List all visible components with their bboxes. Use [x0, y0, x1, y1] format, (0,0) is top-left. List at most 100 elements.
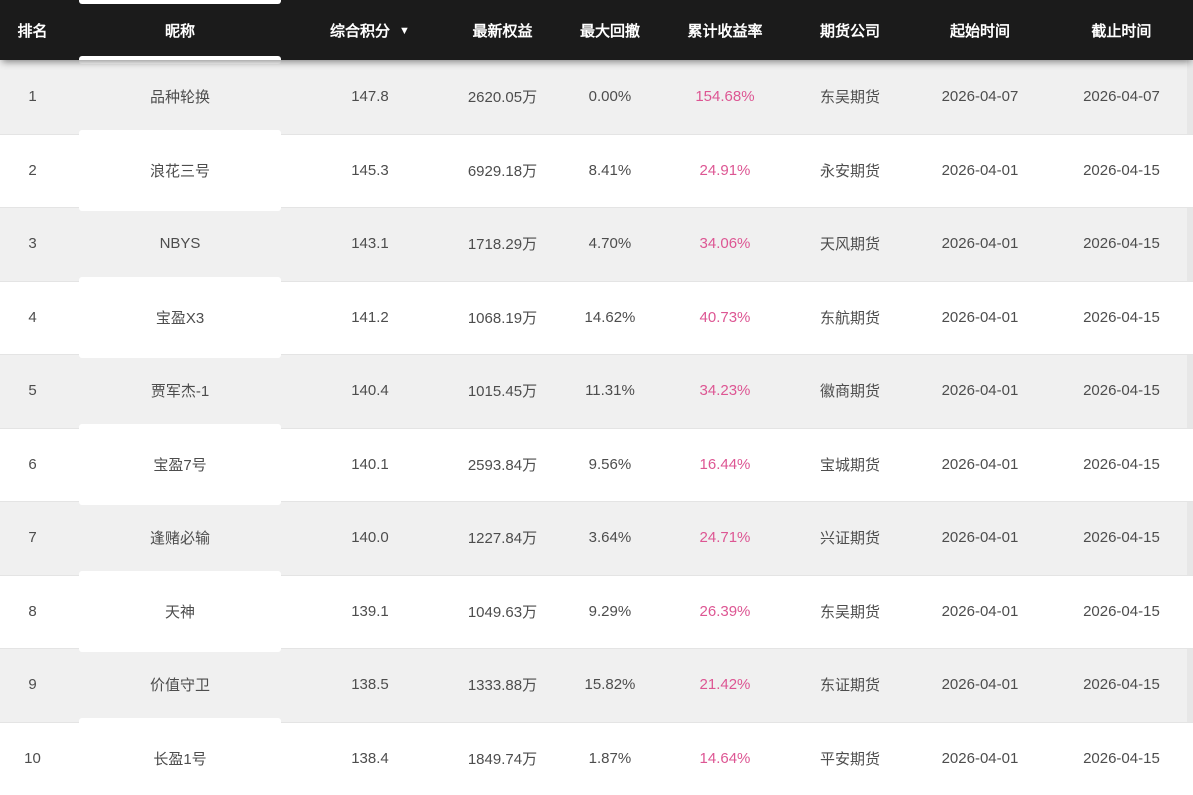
- start_date-cell: 2026-04-01: [941, 455, 1019, 473]
- score-cell: 147.8: [351, 88, 389, 106]
- table-row: 10 长盈1号 138.4 1849.74万 1.87% 14.64% 平安期货 2026-0…: [0, 721, 1193, 795]
- score-cell: 138.5: [351, 676, 389, 694]
- start_date-cell: 2026-04-01: [941, 676, 1019, 694]
- table-header-row: 排名 昵称 综合积分 ▼ 最新权益 最大回撤 累计收益率 期货公司 起始时间 截止时间: [0, 0, 1193, 60]
- drawdown-cell: 3.64%: [588, 529, 632, 547]
- equity-cell: 1333.88万: [467, 677, 538, 695]
- table-row: 3 NBYS 143.1 1718.29万 4.70% 34.06% 天风期货 2026-04…: [0, 207, 1193, 281]
- rank-cell: 9: [28, 676, 37, 694]
- company-cell: 天风期货: [819, 236, 880, 254]
- table-row: 1 品种轮换 147.8 2620.05万 0.00% 154.68% 东吴期货 2026-0…: [0, 60, 1193, 134]
- drawdown-cell: 14.62%: [584, 308, 636, 326]
- nickname-cell[interactable]: 长盈1号: [65, 721, 295, 795]
- nickname-cell[interactable]: 贾军杰-1: [65, 354, 295, 428]
- rank-cell: 8: [28, 602, 37, 620]
- table-row: 6 宝盈7号 140.1 2593.84万 9.56% 16.44% 宝城期货 2026-04…: [0, 427, 1193, 502]
- return_rate-cell: 26.39%: [699, 602, 751, 620]
- start_date-cell: 2026-04-01: [941, 161, 1019, 179]
- nickname-cell[interactable]: 品种轮换: [65, 60, 295, 134]
- nickname-cell[interactable]: 逢赌必输: [65, 501, 295, 575]
- end_date-cell: 2026-04-15: [1083, 749, 1160, 767]
- company-cell: 宝城期货: [819, 456, 880, 474]
- nickname-cell[interactable]: 浪花三号: [65, 133, 295, 208]
- return_rate-cell: 34.23%: [699, 382, 751, 400]
- end_date-cell: 2026-04-07: [1083, 88, 1160, 106]
- start_date-cell: 2026-04-01: [941, 749, 1019, 767]
- column-header-label: 起始时间: [949, 22, 1010, 40]
- column-header-rank: 排名: [0, 0, 65, 60]
- company-cell: 东证期货: [819, 677, 880, 695]
- equity-cell: 2620.05万: [467, 89, 538, 107]
- table-row: 4 宝盈X3 141.2 1068.19万 14.62% 40.73% 东航期货 2026-0…: [0, 280, 1193, 355]
- column-header-end_date: 截止时间: [1050, 0, 1193, 60]
- end_date-cell: 2026-04-15: [1083, 455, 1160, 473]
- column-header-score[interactable]: 综合积分 ▼: [295, 0, 445, 60]
- column-header-equity: 最新权益: [445, 0, 560, 60]
- return_rate-cell: 34.06%: [699, 235, 751, 253]
- end_date-cell: 2026-04-15: [1083, 676, 1160, 694]
- return_rate-cell: 40.73%: [699, 308, 751, 326]
- score-cell: 140.1: [351, 455, 389, 473]
- start_date-cell: 2026-04-07: [941, 88, 1019, 106]
- column-header-label: 最新权益: [472, 22, 533, 40]
- rank-cell: 7: [28, 529, 37, 547]
- equity-cell: 1015.45万: [467, 383, 538, 401]
- rank-cell: 5: [28, 382, 37, 400]
- drawdown-cell: 11.31%: [585, 382, 635, 400]
- end_date-cell: 2026-04-15: [1083, 602, 1160, 620]
- equity-cell: 1849.74万: [467, 750, 538, 768]
- score-cell: 145.3: [351, 161, 389, 179]
- return_rate-cell: 24.91%: [699, 161, 751, 179]
- score-cell: 138.4: [351, 749, 389, 767]
- sort-desc-icon: ▼: [399, 24, 410, 37]
- end_date-cell: 2026-04-15: [1083, 308, 1160, 326]
- start_date-cell: 2026-04-01: [941, 382, 1019, 400]
- column-header-label: 累计收益率: [687, 22, 763, 40]
- end_date-cell: 2026-04-15: [1083, 235, 1160, 253]
- return_rate-cell: 14.64%: [699, 749, 751, 767]
- column-header-label: 截止时间: [1091, 22, 1152, 40]
- nickname-cell[interactable]: 宝盈7号: [65, 427, 295, 502]
- rank-cell: 3: [28, 235, 37, 253]
- equity-cell: 6929.18万: [467, 162, 538, 180]
- company-cell: 东吴期货: [819, 603, 880, 621]
- return_rate-cell: 154.68%: [695, 88, 755, 106]
- company-cell: 兴证期货: [819, 530, 880, 548]
- start_date-cell: 2026-04-01: [941, 602, 1019, 620]
- drawdown-cell: 9.56%: [588, 455, 632, 473]
- nickname-cell[interactable]: 价值守卫: [65, 648, 295, 722]
- return_rate-cell: 21.42%: [699, 676, 751, 694]
- score-cell: 143.1: [351, 235, 389, 253]
- nickname-cell[interactable]: 天神: [65, 574, 295, 649]
- column-header-start_date: 起始时间: [910, 0, 1050, 60]
- table-row: 9 价值守卫 138.5 1333.88万 15.82% 21.42% 东证期货 2026-0…: [0, 648, 1193, 722]
- table-row: 7 逢赌必输 140.0 1227.84万 3.64% 24.71% 兴证期货 2026-04…: [0, 501, 1193, 575]
- score-cell: 140.4: [351, 382, 389, 400]
- equity-cell: 2593.84万: [467, 456, 538, 474]
- drawdown-cell: 1.87%: [588, 749, 632, 767]
- return_rate-cell: 16.44%: [699, 455, 751, 473]
- company-cell: 东吴期货: [819, 89, 880, 107]
- nickname-cell[interactable]: 宝盈X3: [65, 280, 295, 355]
- rank-cell: 2: [28, 161, 37, 179]
- equity-cell: 1718.29万: [467, 236, 538, 254]
- rank-cell: 6: [28, 455, 37, 473]
- table-row: 2 浪花三号 145.3 6929.18万 8.41% 24.91% 永安期货 2026-04…: [0, 133, 1193, 208]
- column-header-label: 综合积分: [330, 22, 391, 40]
- column-header-label: 最大回撤: [579, 22, 640, 40]
- score-cell: 141.2: [351, 308, 389, 326]
- column-header-drawdown: 最大回撤: [560, 0, 660, 60]
- return_rate-cell: 24.71%: [699, 529, 751, 547]
- end_date-cell: 2026-04-15: [1083, 161, 1160, 179]
- column-header-company: 期货公司: [790, 0, 910, 60]
- nickname-cell[interactable]: NBYS: [65, 207, 295, 281]
- equity-cell: 1227.84万: [467, 530, 538, 548]
- company-cell: 徽商期货: [819, 383, 880, 401]
- table-body: 1 品种轮换 147.8 2620.05万 0.00% 154.68% 东吴期货 2026-0…: [0, 60, 1193, 795]
- rank-cell: 1: [28, 88, 37, 106]
- column-header-return_rate: 累计收益率: [660, 0, 790, 60]
- company-cell: 平安期货: [819, 750, 880, 768]
- column-header-nickname: 昵称: [65, 0, 295, 60]
- start_date-cell: 2026-04-01: [941, 308, 1019, 326]
- column-header-label: 排名: [17, 22, 48, 40]
